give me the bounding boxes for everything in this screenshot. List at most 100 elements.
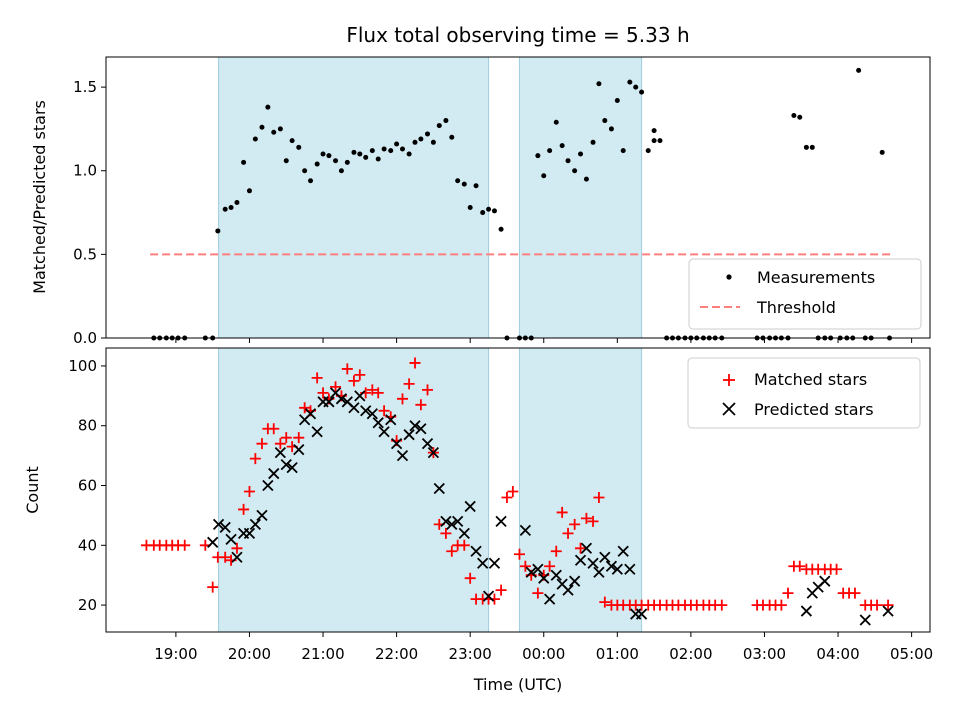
xtick-label: 00:00 — [522, 645, 565, 663]
top-legend: Measurements Threshold — [688, 258, 922, 330]
predicted-star-point — [415, 423, 427, 435]
bottom-y-axis: 20 40 60 80 100 — [68, 357, 106, 614]
predicted-star-point — [882, 605, 894, 617]
predicted-star-point — [488, 557, 501, 569]
measurement-point — [289, 138, 295, 144]
matched-star-point — [396, 393, 408, 405]
matched-star-point — [501, 491, 513, 503]
matched-star-point — [243, 485, 255, 497]
predicted-star-point — [580, 542, 593, 554]
measurement-point — [455, 178, 461, 184]
measurement-point — [394, 141, 400, 147]
predicted-star-point — [569, 575, 581, 587]
predicted-star-point — [403, 429, 415, 441]
measurement-point — [363, 154, 369, 160]
xtick-label: 22:00 — [375, 645, 418, 663]
xtick-label: 21:00 — [301, 645, 344, 663]
matched-star-point — [519, 560, 531, 572]
predicted-star-point — [421, 438, 434, 450]
measurement-point — [553, 119, 559, 125]
measurement-point — [277, 126, 283, 132]
measurement-point — [639, 89, 645, 95]
bottom-ytick-label: 80 — [78, 417, 97, 435]
measurement-point — [252, 136, 258, 142]
predicted-star-point — [819, 575, 831, 587]
measurement-point — [326, 153, 332, 159]
measurement-point — [418, 136, 424, 142]
measurement-point — [406, 151, 412, 157]
matched-star-point — [440, 527, 452, 539]
matched-star-point — [299, 402, 311, 414]
measurement-point — [320, 151, 326, 157]
observing-window-1 — [518, 347, 643, 633]
measurement-point — [596, 81, 602, 87]
measurement-point — [498, 226, 504, 232]
predicted-star-point — [800, 605, 813, 617]
matched-star-point — [179, 539, 191, 551]
legend-matched-marker — [723, 374, 735, 386]
measurement-point — [645, 148, 651, 154]
predicted-star-point — [378, 426, 390, 438]
xtick-label: 20:00 — [228, 645, 271, 663]
matched-star-point — [238, 503, 250, 515]
matched-star-point — [495, 584, 507, 596]
predicted-star-point — [323, 396, 335, 408]
measurement-point — [308, 178, 314, 184]
predicted-star-point — [243, 527, 256, 539]
xtick-label: 01:00 — [596, 645, 639, 663]
predicted-star-point — [225, 533, 237, 545]
predicted-star-point — [599, 551, 611, 563]
matched-star-point — [849, 587, 861, 599]
matched-star-point — [775, 599, 787, 611]
measurement-point — [856, 67, 862, 73]
top-y-axis: 0.0 0.5 1.0 1.5 — [73, 78, 106, 347]
top-y-axis-label: Matched/Predicted stars — [30, 100, 49, 294]
measurement-point — [241, 159, 247, 165]
matched-star-point — [219, 551, 231, 563]
measurement-point — [651, 138, 657, 144]
measurement-point — [357, 151, 363, 157]
top-ytick-label: 1.0 — [73, 162, 97, 180]
matched-star-point — [569, 518, 581, 530]
measurement-point — [399, 146, 405, 152]
matched-star-point — [403, 378, 415, 390]
matched-star-point — [311, 372, 323, 384]
bottom-x-axis: 19:00 20:00 21:00 22:00 23:00 00:00 01:00 02:00… — [154, 632, 933, 663]
predicted-star-point — [458, 527, 470, 539]
matched-star-point — [871, 599, 883, 611]
measurement-point — [222, 206, 228, 212]
predicted-star-point — [304, 408, 317, 420]
matched-star-point — [544, 560, 556, 572]
measurement-point — [388, 148, 394, 154]
xtick-label: 02:00 — [669, 645, 712, 663]
predicted-star-point — [587, 557, 599, 569]
predicted-star-point — [574, 554, 587, 566]
measurement-point — [461, 181, 467, 187]
measurement-point — [443, 118, 449, 124]
predicted-star-point — [390, 438, 403, 450]
predicted-star-point — [280, 458, 292, 471]
measurement-point — [246, 188, 252, 194]
predicted-star-point — [286, 461, 298, 474]
measurement-point — [602, 118, 608, 124]
measurement-point — [491, 208, 497, 214]
xtick-label: 03:00 — [743, 645, 786, 663]
matched-star-point — [280, 432, 292, 444]
predicted-star-point — [525, 566, 537, 578]
bottom-legend-box — [687, 357, 921, 429]
matched-star-point — [599, 596, 611, 608]
matched-star-point — [458, 539, 470, 551]
measurement-point — [879, 149, 885, 155]
predicted-star-point — [231, 551, 243, 563]
measurement-point — [265, 104, 271, 110]
measurement-point — [633, 84, 639, 90]
legend-predicted-marker — [722, 402, 736, 416]
predicted-star-point — [605, 560, 618, 572]
matched-star-point — [507, 485, 519, 497]
predicted-star-point — [311, 426, 323, 438]
measurement-point — [572, 168, 578, 174]
matched-star-point — [882, 599, 894, 611]
measurement-point — [535, 153, 541, 159]
predicted-star-point — [482, 590, 495, 602]
